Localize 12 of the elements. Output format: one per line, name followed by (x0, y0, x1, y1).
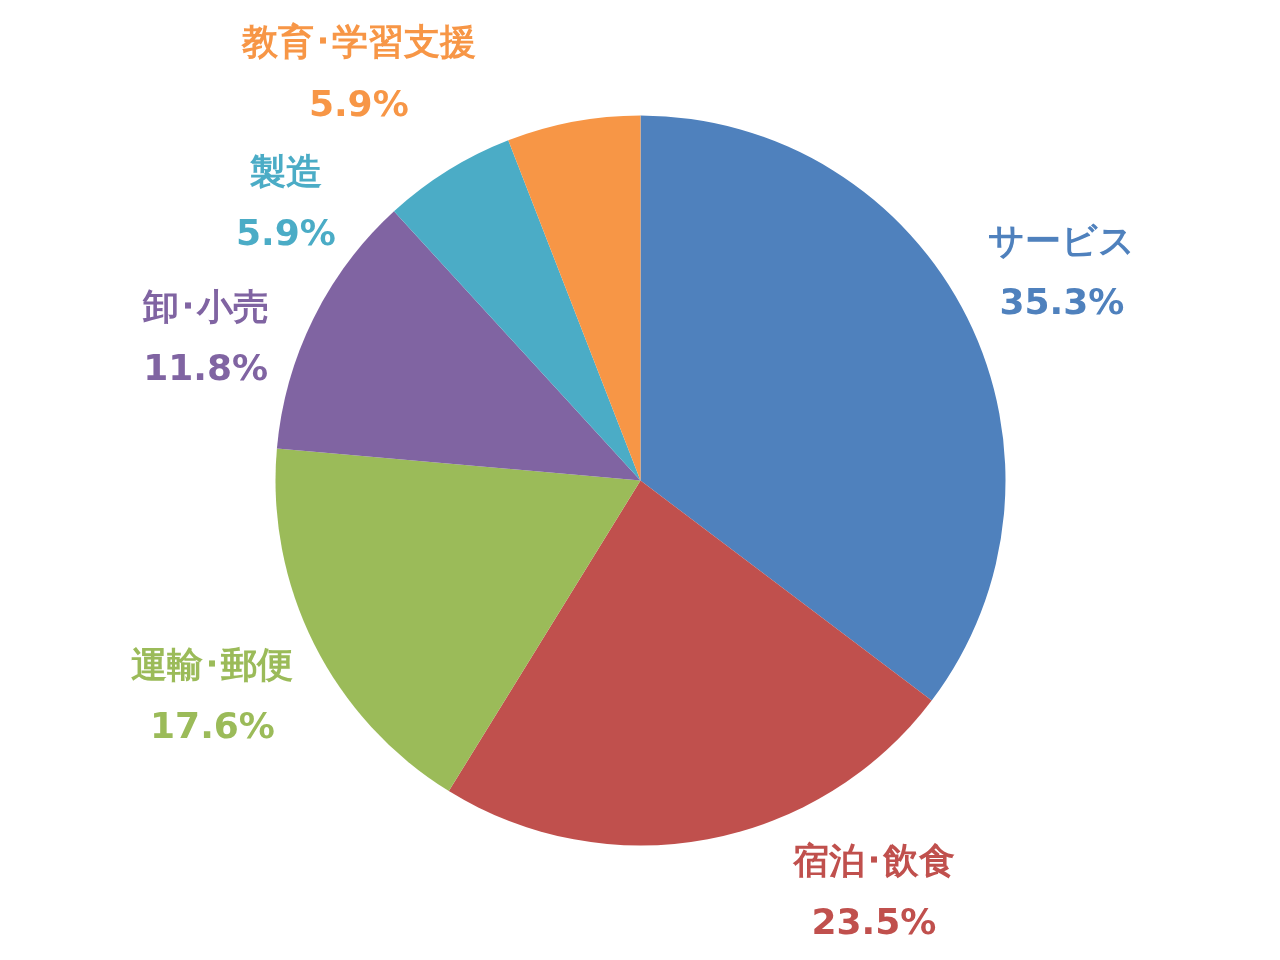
slice-label: 卸･小売 (141, 285, 269, 327)
data-label: 5.9% (236, 212, 336, 254)
data-label: 11.8% (143, 346, 269, 388)
slice-label: 運輸･郵便 (131, 644, 294, 686)
slice-label: 製造 (248, 151, 322, 193)
data-label: 17.6% (150, 705, 275, 747)
data-label: 23.5% (811, 901, 937, 943)
data-label: 5.9% (308, 82, 409, 124)
slice-label: 宿泊･飲食 (791, 839, 955, 881)
slice-label: サービス (988, 219, 1136, 261)
data-label: 35.3% (999, 280, 1125, 322)
slice-label: 教育･学習支援 (240, 21, 476, 63)
